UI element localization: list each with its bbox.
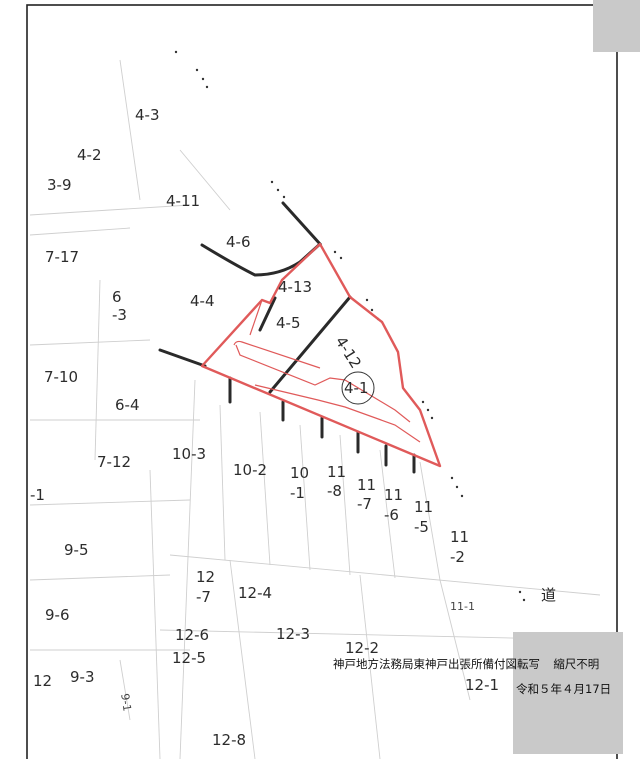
parcel-label: 9-3 (70, 668, 95, 686)
parcel-label: -6 (384, 506, 399, 524)
parcel-label: 12-5 (172, 649, 206, 667)
parcel-label: 3-9 (47, 176, 72, 194)
map-frame (26, 4, 618, 759)
footer-source-line: 神戸地方法務局東神戸出張所備付図転写 縮尺不明 (333, 656, 599, 672)
parcel-label: -5 (414, 518, 429, 536)
parcel-label: 11-1 (450, 600, 475, 613)
parcel-label: 4-11 (166, 192, 200, 210)
parcel-label: -3 (112, 306, 127, 324)
footer-source: 神戸地方法務局東神戸出張所備付図転写 (333, 657, 540, 671)
parcel-label: 4-12 (332, 333, 365, 371)
parcel-4-1-circle (341, 371, 375, 405)
parcel-label: 12-6 (175, 626, 209, 644)
parcel-label: 7-17 (45, 248, 79, 266)
parcel-label: 4-4 (190, 292, 215, 310)
parcel-label: 12-2 (345, 639, 379, 657)
parcel-label: 10 (290, 464, 309, 482)
parcel-label: 10-3 (172, 445, 206, 463)
parcel-label: 4-5 (276, 314, 301, 332)
parcel-label: -1 (290, 484, 305, 502)
parcel-label: 9-1 (118, 693, 133, 713)
redaction-mask-bottom (513, 632, 623, 754)
parcel-label: 10-2 (233, 461, 267, 479)
parcel-label: 12-8 (212, 731, 246, 749)
parcel-label: -1 (30, 486, 45, 504)
parcel-label: 6 (112, 288, 122, 306)
road-label: 道 (541, 586, 556, 604)
parcel-label: -8 (327, 482, 342, 500)
parcel-label: 6-4 (115, 396, 140, 414)
parcel-labels: 4-3 4-2 3-9 4-11 4-6 7-17 4-13 6 -3 4-4 … (30, 106, 499, 749)
parcel-label: 4-13 (278, 278, 312, 296)
parcel-label: 9-5 (64, 541, 89, 559)
footer-date: 令和５年４月17日 (516, 682, 612, 696)
parcel-label: 4-3 (135, 106, 160, 124)
parcel-label: 7-10 (44, 368, 78, 386)
parcel-label: 4-1 (344, 379, 369, 397)
parcel-label: 11 (450, 528, 469, 546)
parcel-label: -7 (196, 588, 211, 606)
parcel-label: 11 (327, 463, 346, 481)
parcel-label: 7-12 (97, 453, 131, 471)
parcel-label: 9-6 (45, 606, 70, 624)
parcel-label: 4-2 (77, 146, 102, 164)
redaction-mask-top (593, 0, 640, 52)
subject-boundary (200, 242, 442, 468)
parcel-label: 11 (357, 476, 376, 494)
parcel-label: 11 (384, 486, 403, 504)
parcel-label: -7 (357, 495, 372, 513)
footer-scale: 縮尺不明 (553, 657, 600, 671)
parcel-label: 12-4 (238, 584, 272, 602)
dark-parcel-boundaries (158, 201, 416, 474)
dotted-marks (174, 50, 526, 602)
parcel-label: 12-1 (465, 676, 499, 694)
subject-inner-lines (233, 299, 421, 443)
parcel-label: 12 (196, 568, 215, 586)
parcel-label: 12-3 (276, 625, 310, 643)
parcel-label: 11 (414, 498, 433, 516)
parcel-label: 12 (33, 672, 52, 690)
parcel-label: 4-6 (226, 233, 251, 251)
parcel-label: -2 (450, 548, 465, 566)
